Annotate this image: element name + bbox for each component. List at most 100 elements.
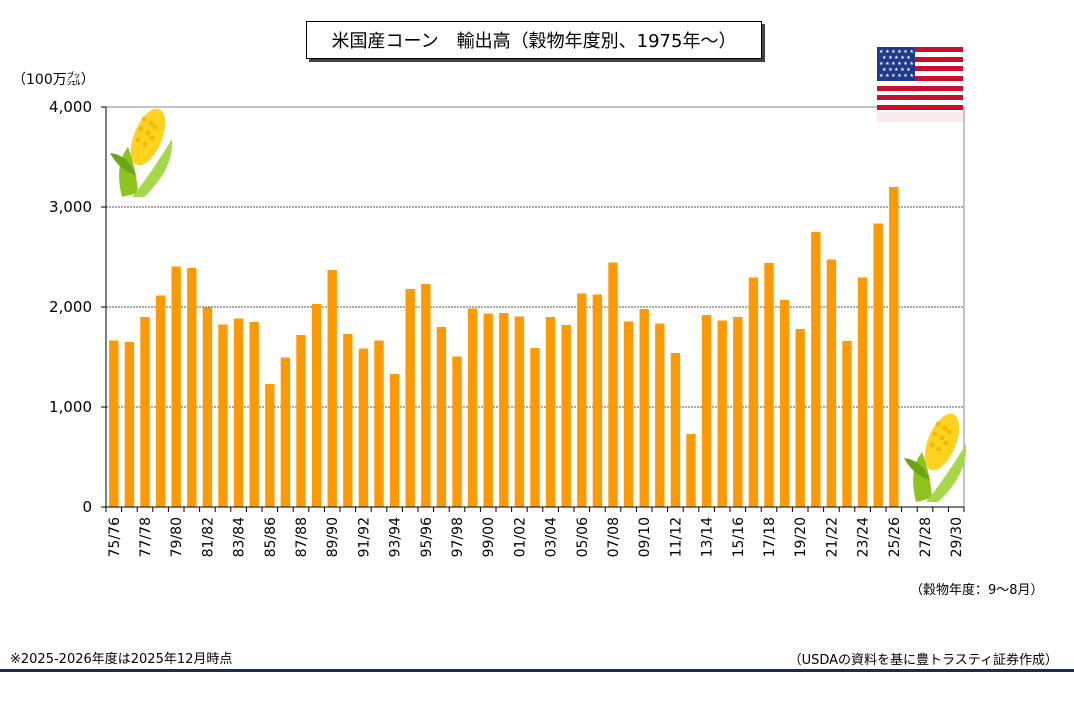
svg-text:★ ★ ★ ★ ★ ★: ★ ★ ★ ★ ★ ★ — [879, 61, 914, 67]
bar — [811, 232, 821, 507]
bar — [592, 294, 603, 507]
x-axis-label: （穀物年度：9～8月） — [910, 583, 1044, 598]
bar — [717, 320, 727, 507]
bar — [873, 223, 883, 507]
bar — [389, 374, 400, 507]
x-tick-label: 23/24 — [856, 517, 872, 557]
corn-icon — [904, 413, 967, 502]
x-tick-label: 87/88 — [294, 517, 310, 557]
x-tick-label: 05/06 — [575, 517, 591, 557]
x-tick-label: 03/04 — [544, 517, 560, 557]
bar — [670, 353, 681, 507]
y-tick-labels: 0 1,000 2,000 3,000 4,000 — [49, 98, 92, 516]
bar — [358, 348, 369, 507]
axes — [101, 106, 965, 512]
x-tick-label: 25/26 — [887, 517, 903, 557]
bar — [577, 293, 587, 507]
bar — [218, 324, 228, 507]
bar — [155, 295, 166, 507]
x-tick-label: 13/14 — [700, 517, 716, 557]
bar — [857, 277, 868, 507]
bar — [187, 268, 197, 507]
y-tick-label: 1,000 — [49, 398, 92, 416]
x-tick-label: 01/02 — [512, 517, 528, 557]
y-tick-label: 4,000 — [49, 98, 92, 116]
svg-text:★ ★ ★ ★ ★: ★ ★ ★ ★ ★ — [882, 55, 911, 61]
chart-title: 米国産コーン 輸出高（穀物年度別、1975年～） — [306, 21, 762, 59]
bar — [296, 335, 306, 507]
y-tick-label: 3,000 — [49, 198, 92, 216]
y-axis-unit-label: （100万㌴） — [12, 72, 95, 88]
bar — [514, 316, 525, 507]
bar — [374, 340, 384, 507]
y-tick-label: 2,000 — [49, 298, 92, 316]
source-note: （USDAの資料を基に豊トラスティ証券作成） — [788, 653, 1058, 668]
x-tick-label: 29/30 — [949, 517, 965, 557]
x-tick-label: 81/82 — [200, 517, 216, 557]
corn-icon — [110, 108, 173, 197]
bars — [109, 187, 899, 507]
bar — [623, 321, 634, 507]
x-tick-label: 15/16 — [731, 517, 747, 557]
bar — [233, 318, 244, 507]
bar — [733, 317, 743, 507]
bar — [327, 270, 337, 507]
bar — [405, 289, 415, 507]
x-tick-label: 09/10 — [637, 517, 653, 557]
bar — [608, 262, 618, 507]
bar — [748, 277, 759, 507]
x-tick-label: 21/22 — [824, 517, 840, 557]
bar — [842, 341, 852, 507]
x-tick-label: 17/18 — [762, 517, 778, 557]
bar — [764, 263, 774, 507]
x-tick-label: 85/86 — [263, 517, 279, 557]
x-tick-label: 07/08 — [606, 517, 622, 557]
bar — [436, 327, 447, 507]
bar — [452, 356, 462, 507]
footnote: ※2025-2026年度は2025年12月時点 — [10, 652, 233, 667]
x-tick-label: 93/94 — [388, 517, 404, 557]
svg-text:★ ★ ★ ★ ★: ★ ★ ★ ★ ★ — [882, 67, 911, 73]
x-tick-label: 75/76 — [107, 517, 123, 557]
x-tick-label: 79/80 — [169, 517, 185, 557]
svg-text:★ ★ ★ ★ ★ ★: ★ ★ ★ ★ ★ ★ — [879, 49, 914, 55]
bar — [467, 308, 478, 507]
y-tick-label: 0 — [82, 498, 92, 516]
x-tick-label: 27/28 — [918, 517, 934, 557]
bar — [421, 284, 431, 507]
bar — [795, 329, 805, 507]
x-tick-label: 83/84 — [232, 517, 248, 557]
x-tick-label: 19/20 — [793, 517, 809, 557]
bar — [483, 313, 493, 507]
x-tick-label: 89/90 — [325, 517, 341, 557]
bar — [249, 322, 259, 507]
bar — [639, 309, 649, 507]
bar — [171, 266, 181, 507]
x-tick-label: 97/98 — [450, 517, 466, 557]
bar — [826, 259, 837, 507]
x-tick-label: 11/12 — [668, 517, 684, 557]
x-tick-labels: 75/76 77/78 79/80 81/82 83/84 85/86 87/88 89/90… — [107, 517, 965, 557]
x-tick-label: 95/96 — [419, 517, 435, 557]
svg-text:★ ★ ★ ★ ★ ★: ★ ★ ★ ★ ★ ★ — [879, 73, 914, 79]
bar — [545, 317, 556, 507]
bar — [109, 340, 119, 507]
us-flag-icon: ★ ★ ★ ★ ★ ★ ★ ★ ★ ★ ★ ★ ★ ★ ★ ★ ★ ★ ★ ★ … — [877, 47, 963, 122]
x-tick-label: 91/92 — [356, 517, 372, 557]
bar — [499, 313, 509, 507]
bar — [701, 315, 712, 507]
bar — [779, 300, 790, 507]
x-tick-label: 77/78 — [138, 517, 154, 557]
bar — [280, 357, 291, 507]
bar — [686, 434, 696, 507]
bar — [202, 307, 213, 507]
bar — [655, 323, 665, 507]
bar — [265, 384, 275, 507]
bar — [140, 317, 150, 507]
bar — [561, 325, 571, 507]
bar — [889, 187, 899, 507]
x-tick-label: 99/00 — [481, 517, 497, 557]
bottom-divider — [0, 669, 1074, 672]
bar — [530, 348, 540, 507]
